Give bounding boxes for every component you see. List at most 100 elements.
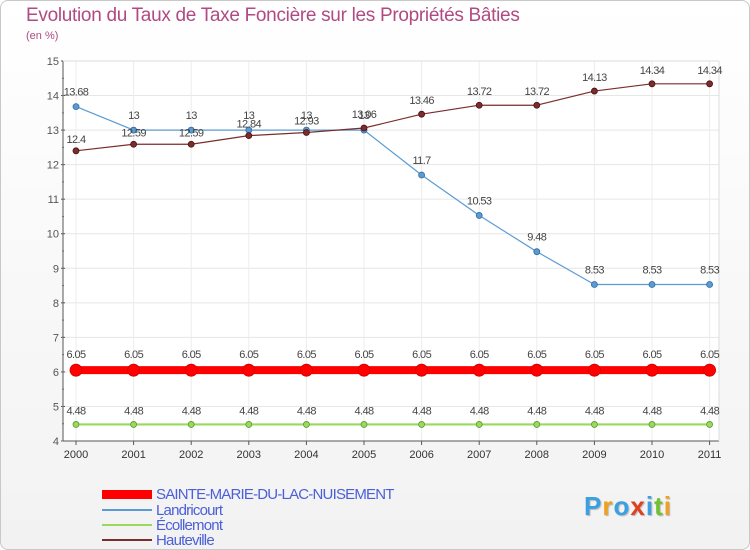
series-sainte-marie-data-label: 6.05	[297, 349, 316, 361]
series-ecollemont-point	[706, 421, 713, 428]
series-hauteville-data-label: 13.46	[409, 95, 434, 107]
series-landricourt-data-label: 8.53	[585, 265, 604, 277]
series-landricourt-point	[706, 281, 713, 288]
series-landricourt-data-label: 10.53	[467, 195, 492, 207]
series-ecollemont-data-label: 4.48	[297, 405, 316, 417]
series-sainte-marie-data-label: 6.05	[66, 349, 85, 361]
series-landricourt-data-label: 8.53	[642, 265, 661, 277]
series-ecollemont-data-label: 4.48	[66, 405, 85, 417]
logo-letter: i	[663, 491, 672, 521]
logo-letter: t	[654, 491, 664, 521]
legend-label: Écollemont	[156, 516, 223, 534]
series-landricourt-point	[648, 281, 656, 288]
series-landricourt-data-label: 13	[358, 110, 370, 122]
series-sainte-marie-point	[472, 363, 486, 377]
series-hauteville-point	[706, 80, 713, 88]
series-sainte-marie-point	[357, 363, 371, 377]
series-landricourt-line	[75, 106, 710, 286]
legend-item-hauteville: Hauteville	[102, 532, 215, 549]
proxiti-logo: Proxiti	[584, 491, 672, 522]
series-hauteville-point	[302, 129, 310, 136]
y-tick-label: 10	[47, 229, 59, 241]
x-tick-label: 2001	[121, 449, 145, 461]
series-hauteville-data-label: 13.72	[467, 86, 492, 98]
series-ecollemont-data-label: 4.48	[412, 405, 431, 417]
series-sainte-marie-point	[530, 363, 544, 377]
series-sainte-marie-data-label: 6.05	[470, 349, 489, 361]
series-landricourt-data-label: 8.53	[700, 265, 719, 277]
series-sainte-marie-data-label: 6.05	[354, 349, 373, 361]
series-sainte-marie-point	[69, 363, 83, 377]
series-hauteville-point	[72, 147, 80, 155]
series-sainte-marie-point	[242, 363, 256, 377]
series-ecollemont-data-label: 4.48	[182, 405, 201, 417]
series-hauteville-point	[648, 80, 656, 88]
series-sainte-marie-point	[645, 363, 659, 377]
x-tick-label: 2011	[698, 449, 722, 461]
series-hauteville-data-label: 14.34	[640, 65, 665, 77]
series-landricourt-data-label: 9.48	[527, 232, 546, 244]
legend-label: SAINTE-MARIE-DU-LAC-NUISEMENT	[156, 485, 394, 503]
chart-title: Evolution du Taux de Taxe Foncière sur l…	[26, 5, 520, 26]
series-sainte-marie-point	[703, 363, 716, 377]
series-sainte-marie-data-label: 6.05	[700, 349, 719, 361]
series-landricourt-data-label: 13	[243, 110, 255, 122]
y-tick-label: 11	[48, 194, 59, 206]
series-ecollemont-data-label: 4.48	[700, 405, 719, 417]
series-ecollemont-point	[130, 421, 138, 428]
series-landricourt-point	[130, 126, 138, 134]
x-tick-label: 2010	[640, 449, 664, 461]
series-sainte-marie-data-label: 6.05	[527, 349, 546, 361]
logo-letter: x	[630, 491, 646, 521]
series-ecollemont-data-label: 4.48	[642, 405, 661, 417]
x-tick-label: 2008	[525, 449, 549, 461]
series-hauteville-data-label: 12.84	[237, 119, 262, 131]
series-ecollemont-data-label: 4.48	[124, 405, 143, 417]
y-tick-label: 9	[53, 263, 59, 275]
series-hauteville-data-label: 12.59	[121, 127, 146, 139]
x-tick-label: 2000	[64, 449, 88, 461]
series-sainte-marie-data-label: 6.05	[239, 349, 258, 361]
series-hauteville-line	[75, 83, 710, 152]
x-tick-label: 2009	[582, 449, 606, 461]
series-hauteville-data-label: 12.93	[294, 116, 319, 128]
series-hauteville-point	[418, 110, 426, 118]
y-tick-label: 8	[53, 298, 59, 310]
series-ecollemont-data-label: 4.48	[470, 405, 489, 417]
series-ecollemont-data-label: 4.48	[527, 405, 546, 417]
logo-letter: i	[645, 491, 655, 521]
y-tick-label: 5	[53, 401, 59, 413]
series-sainte-marie-point	[588, 363, 601, 377]
series-landricourt-point	[72, 103, 80, 110]
series-ecollemont-data-label: 4.48	[354, 405, 373, 417]
series-sainte-marie-point	[127, 363, 141, 377]
series-ecollemont-point	[475, 421, 483, 428]
legend-swatch	[102, 489, 152, 499]
logo-letter: P	[584, 491, 603, 521]
plot-area	[63, 61, 719, 441]
series-hauteville-point	[591, 87, 598, 95]
series-sainte-marie-data-label: 6.05	[124, 349, 143, 361]
unit-label: (en %)	[26, 30, 59, 42]
series-landricourt-point	[475, 212, 483, 219]
series-ecollemont-point	[302, 421, 310, 428]
x-tick-label: 2003	[237, 449, 261, 461]
series-landricourt-data-label: 11.7	[412, 155, 431, 167]
series-ecollemont-point	[648, 421, 656, 428]
legend-item-landricourt: Landricourt	[102, 502, 223, 519]
series-landricourt-point	[418, 171, 426, 179]
y-tick-label: 15	[47, 56, 59, 68]
series-sainte-marie-data-label: 6.05	[585, 349, 604, 361]
series-ecollemont-point	[187, 421, 195, 428]
series-hauteville-point	[130, 140, 138, 148]
series-hauteville-point	[533, 101, 541, 109]
series-hauteville-point	[187, 140, 195, 148]
series-landricourt-data-label: 13.68	[64, 87, 89, 99]
series-sainte-marie-data-label: 6.05	[182, 349, 201, 361]
series-ecollemont-point	[245, 421, 253, 428]
series-landricourt-point	[591, 281, 598, 288]
y-tick-label: 13	[47, 125, 59, 137]
legend-item-sainte-marie: SAINTE-MARIE-DU-LAC-NUISEMENT	[102, 485, 394, 503]
